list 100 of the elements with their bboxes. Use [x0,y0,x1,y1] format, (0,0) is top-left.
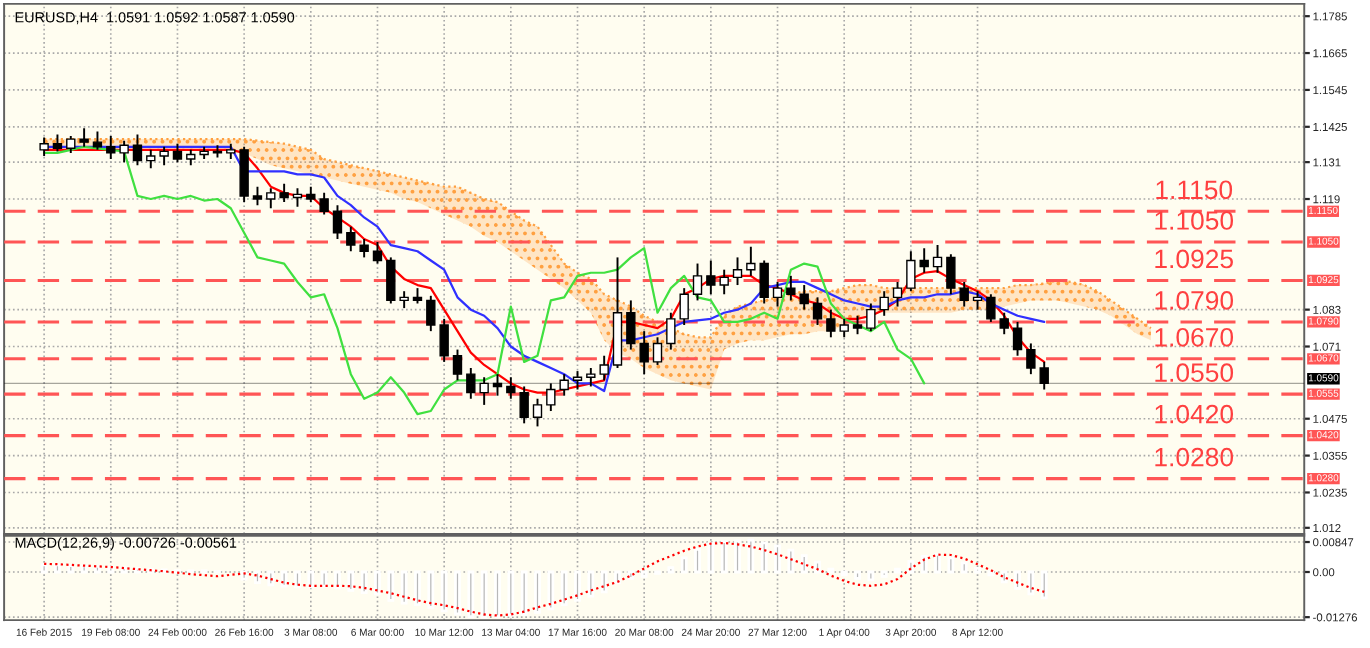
bar [854,570,861,580]
annotation: 1.0550 [1155,363,1234,382]
bar [347,570,355,592]
annotation: 1.1150 [1156,180,1233,200]
annotation: 1.0420 [1155,404,1234,424]
bar [947,556,955,574]
bar [734,539,741,574]
candlestick [372,241,383,265]
bar [680,556,688,574]
bar [54,563,61,574]
bar [374,570,381,596]
candlestick [79,127,89,148]
candlestick [892,281,903,308]
bar [334,570,341,590]
bar [40,563,48,574]
bar [867,570,875,582]
bar [880,570,888,578]
candlestick [159,145,169,167]
bar [907,559,915,574]
candlestick [732,256,743,287]
annotation: 1.0280 [1155,447,1234,467]
candlestick [252,185,263,207]
bar [960,561,968,574]
bar [480,570,488,619]
bar [534,570,541,614]
bar [1040,570,1048,600]
candlestick [652,336,663,366]
bar [414,570,421,606]
bar [494,570,501,618]
bar [920,555,928,574]
bar [560,570,568,606]
candlestick [1012,320,1023,357]
candlestick [772,281,783,308]
annotation: 1.0790 [1155,291,1234,310]
bar [400,570,408,605]
bar [360,570,368,594]
candlestick [172,142,183,164]
bar [280,570,288,588]
bar [720,540,728,574]
candlestick [959,281,969,308]
bar [320,570,328,588]
bar [574,570,581,602]
bar [467,570,475,618]
bar [747,538,755,574]
candlestick [492,373,503,397]
candlestick [866,302,876,333]
bar [600,570,608,594]
candlestick [919,247,929,274]
bar [787,548,795,574]
candlestick [946,253,956,296]
candlestick [999,311,1009,336]
candlestick [332,204,343,240]
bar [667,566,675,574]
candlestick [452,348,463,382]
bar [1014,570,1021,590]
candlestick [92,130,103,151]
annotation: 1.0670 [1155,327,1234,347]
bar [80,564,88,574]
bar [707,542,715,574]
bar [107,565,115,574]
bar [294,570,301,589]
bar [587,570,595,598]
candlestick [292,187,303,208]
bar [440,570,448,613]
candlestick [692,262,703,302]
candlestick [266,187,276,210]
bar [454,570,461,616]
bar [800,554,808,574]
candlestick [119,139,129,164]
bar [254,570,261,585]
bar [640,570,648,578]
bar [387,570,395,602]
bar [1000,570,1008,584]
candlestick [1026,342,1036,376]
bar [307,570,315,589]
bar [94,564,101,574]
bar [520,570,528,616]
candlestick [812,296,823,326]
annotation: 1.1050 [1155,211,1234,230]
bar [427,570,435,609]
bar [774,544,781,574]
bar [67,564,75,574]
candlestick [532,397,543,428]
candlestick [906,250,916,293]
candlestick [972,290,983,311]
candlestick [279,182,289,204]
candlestick [572,370,583,391]
candlestick [239,145,249,204]
bar [694,547,701,574]
candlestick [39,136,49,157]
bar [934,552,941,574]
candlestick [932,244,943,274]
candlestick [146,148,156,170]
candlestick [986,293,996,323]
annotation: 1.0925 [1155,249,1233,269]
candlestick [1039,360,1049,391]
candlestick [852,314,863,336]
bar [1027,570,1035,596]
bar [547,570,555,611]
candlestick [132,133,143,167]
